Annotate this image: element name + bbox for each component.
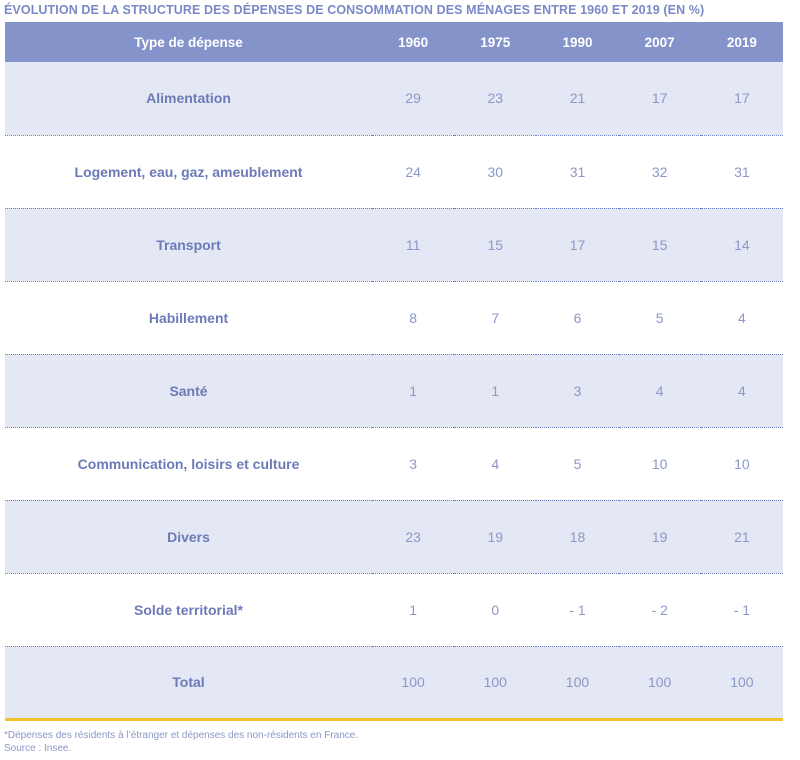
cell-value: 30	[454, 135, 537, 209]
cell-value: 100	[454, 646, 537, 721]
row-label: Solde territorial*	[5, 573, 373, 647]
cell-value: - 1	[700, 573, 783, 647]
cell-value: 1	[372, 354, 455, 428]
cell-value: 19	[454, 500, 537, 574]
source-note: Source : Insee.	[4, 743, 72, 754]
row-label: Total	[5, 646, 373, 721]
footnote: *Dépenses des résidents à l’étranger et …	[4, 730, 359, 741]
cell-value: 100	[372, 646, 455, 721]
table-row: Transport 11 15 17 15 14	[5, 208, 783, 282]
row-label: Divers	[5, 500, 373, 574]
cell-value: 15	[454, 208, 537, 282]
row-label: Logement, eau, gaz, ameublement	[5, 135, 373, 209]
cell-value: 100	[700, 646, 783, 721]
table-row: Total 100 100 100 100 100	[5, 646, 783, 721]
cell-value: 17	[536, 208, 619, 282]
row-label: Transport	[5, 208, 373, 282]
cell-value: 1	[454, 354, 537, 428]
cell-value: 4	[700, 281, 783, 355]
cell-value: 15	[618, 208, 701, 282]
table-notes: *Dépenses des résidents à l’étranger et …	[4, 729, 358, 755]
cell-value: 24	[372, 135, 455, 209]
cell-value: 17	[618, 62, 701, 136]
cell-value: 19	[618, 500, 701, 574]
cell-value: - 1	[536, 573, 619, 647]
cell-value: 100	[536, 646, 619, 721]
table-row: Communication, loisirs et culture 3 4 5 10 10	[5, 427, 783, 501]
row-label: Santé	[5, 354, 373, 428]
cell-value: 6	[536, 281, 619, 355]
cell-value: 11	[372, 208, 455, 282]
cell-value: 8	[372, 281, 455, 355]
table-row: Logement, eau, gaz, ameublement 24 30 31 32 3…	[5, 135, 783, 209]
column-header-year: 1990	[562, 34, 593, 50]
table-row: Solde territorial* 1 0- 1- 2- 1	[5, 573, 783, 647]
cell-value: 4	[454, 427, 537, 501]
cell-value: 5	[618, 281, 701, 355]
cell-value: 31	[700, 135, 783, 209]
cell-value: 14	[700, 208, 783, 282]
cell-value: 4	[700, 354, 783, 428]
cell-value: 3	[536, 354, 619, 428]
column-header-type: Type de dépense	[134, 34, 243, 50]
cell-value: 31	[536, 135, 619, 209]
table-title: ÉVOLUTION DE LA STRUCTURE DES DÉPENSES D…	[4, 3, 705, 17]
table-row: Alimentation 29 23 21 17 17	[5, 62, 783, 136]
column-header-year: 2007	[644, 34, 675, 50]
cell-value: 7	[454, 281, 537, 355]
table-row: Habillement 8 7 6 5 4	[5, 281, 783, 355]
cell-value: 32	[618, 135, 701, 209]
row-label: Alimentation	[5, 62, 373, 136]
cell-value: 17	[700, 62, 783, 136]
cell-value: 21	[700, 500, 783, 574]
cell-value: 100	[618, 646, 701, 721]
header-row: Type de dépense 1960 1975 1990 2007 2019	[5, 22, 783, 62]
column-header-year: 2019	[726, 34, 757, 50]
expenses-table: Type de dépense 1960 1975 1990 2007 2019…	[5, 22, 783, 721]
column-header-year: 1975	[480, 34, 511, 50]
cell-value: 1	[372, 573, 455, 647]
row-label: Habillement	[5, 281, 373, 355]
cell-value: 23	[454, 62, 537, 136]
cell-value: 3	[372, 427, 455, 501]
cell-value: 10	[618, 427, 701, 501]
cell-value: 0	[454, 573, 537, 647]
row-label: Communication, loisirs et culture	[5, 427, 373, 501]
cell-value: 23	[372, 500, 455, 574]
cell-value: 18	[536, 500, 619, 574]
table-row: Divers 23 19 18 19 21	[5, 500, 783, 574]
cell-value: 4	[618, 354, 701, 428]
cell-value: 29	[372, 62, 455, 136]
cell-value: 5	[536, 427, 619, 501]
table-row: Santé 1 1 3 4 4	[5, 354, 783, 428]
column-header-year: 1960	[398, 34, 429, 50]
cell-value: 21	[536, 62, 619, 136]
cell-value: 10	[700, 427, 783, 501]
cell-value: - 2	[618, 573, 701, 647]
